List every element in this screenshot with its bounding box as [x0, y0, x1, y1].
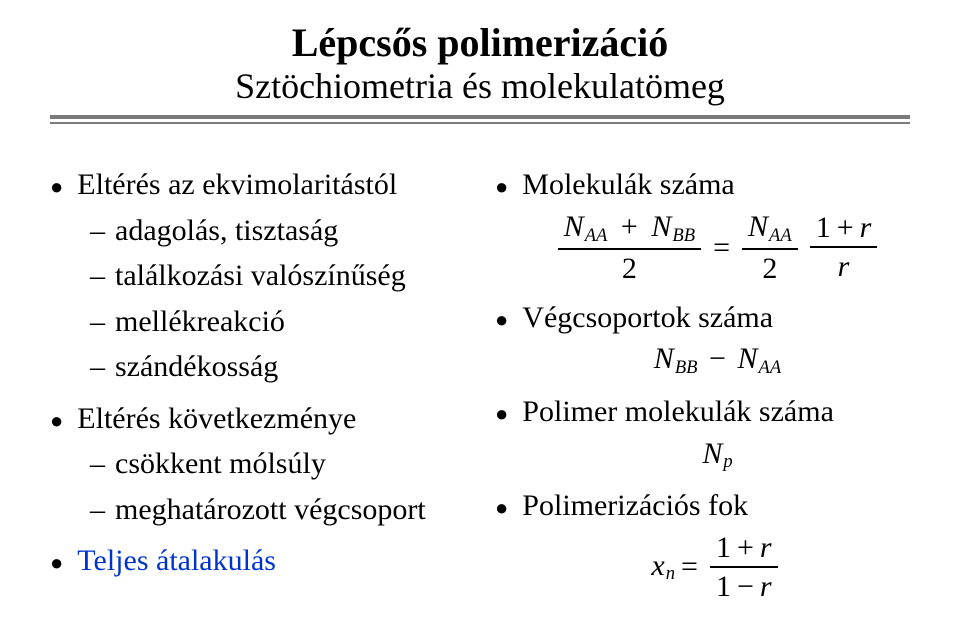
- subbullet-text: szándékosság: [115, 348, 278, 386]
- dash-icon: –: [90, 257, 105, 295]
- left-column: ● Eltérés az ekvimolaritástól – adagolás…: [50, 152, 465, 612]
- bullet-icon: ●: [495, 493, 508, 524]
- dash-icon: –: [90, 348, 105, 386]
- subbullet-item: – csökkent mólsúly: [90, 445, 465, 483]
- dash-icon: –: [90, 303, 105, 341]
- bullet-icon: ●: [50, 548, 63, 579]
- bullet-item: ● Polimer molekulák száma: [495, 393, 910, 431]
- dash-icon: –: [90, 212, 105, 250]
- equation-endgroup-count: NBB − NAA: [525, 342, 910, 379]
- bullet-item: ● Molekulák száma: [495, 166, 910, 204]
- bullet-item: ● Eltérés az ekvimolaritástól: [50, 166, 465, 204]
- bullet-item: ● Végcsoportok száma: [495, 299, 910, 337]
- bullet-icon: ●: [50, 406, 63, 437]
- subbullet-item: – szándékosság: [90, 348, 465, 386]
- bullet-text: Polimerizációs fok: [522, 487, 748, 525]
- subbullet-item: – találkozási valószínűség: [90, 257, 465, 295]
- title-block: Lépcsős polimerizáció Sztöchiometria és …: [50, 20, 910, 107]
- divider-rule: [50, 115, 910, 124]
- equation-polymer-count: Np: [525, 437, 910, 474]
- content-columns: ● Eltérés az ekvimolaritástól – adagolás…: [50, 152, 910, 612]
- subbullet-text: adagolás, tisztaság: [115, 212, 338, 250]
- subbullet-item: – meghatározott végcsoport: [90, 491, 465, 529]
- equation-dp: xn = 1+r 1−r: [525, 531, 910, 603]
- title-subtitle: Sztöchiometria és molekulatömeg: [50, 66, 910, 107]
- subbullet-text: csökkent mólsúly: [115, 445, 326, 483]
- right-column: ● Molekulák száma NAA + NBB 2 = NAA: [495, 152, 910, 612]
- bullet-text: Eltérés következménye: [77, 400, 356, 438]
- bullet-icon: ●: [495, 172, 508, 203]
- subbullet-text: mellékreakció: [115, 303, 285, 341]
- slide: Lépcsős polimerizáció Sztöchiometria és …: [0, 0, 960, 639]
- bullet-text: Polimer molekulák száma: [522, 393, 834, 431]
- dash-icon: –: [90, 491, 105, 529]
- title-main: Lépcsős polimerizáció: [50, 20, 910, 66]
- bullet-item: ● Teljes átalakulás: [50, 542, 465, 580]
- bullet-icon: ●: [495, 305, 508, 336]
- subbullet-text: találkozási valószínűség: [115, 257, 406, 295]
- subbullet-text: meghatározott végcsoport: [115, 491, 426, 529]
- dash-icon: –: [90, 445, 105, 483]
- bullet-text: Eltérés az ekvimolaritástól: [77, 166, 397, 204]
- bullet-icon: ●: [495, 399, 508, 430]
- bullet-item: ● Eltérés következménye: [50, 400, 465, 438]
- equation-molecule-count: NAA + NBB 2 = NAA 2 1+r r: [525, 210, 910, 285]
- bullet-text: Molekulák száma: [522, 166, 734, 204]
- bullet-text-highlight: Teljes átalakulás: [77, 542, 276, 580]
- subbullet-item: – adagolás, tisztaság: [90, 212, 465, 250]
- bullet-text: Végcsoportok száma: [522, 299, 773, 337]
- bullet-icon: ●: [50, 172, 63, 203]
- bullet-item: ● Polimerizációs fok: [495, 487, 910, 525]
- subbullet-item: – mellékreakció: [90, 303, 465, 341]
